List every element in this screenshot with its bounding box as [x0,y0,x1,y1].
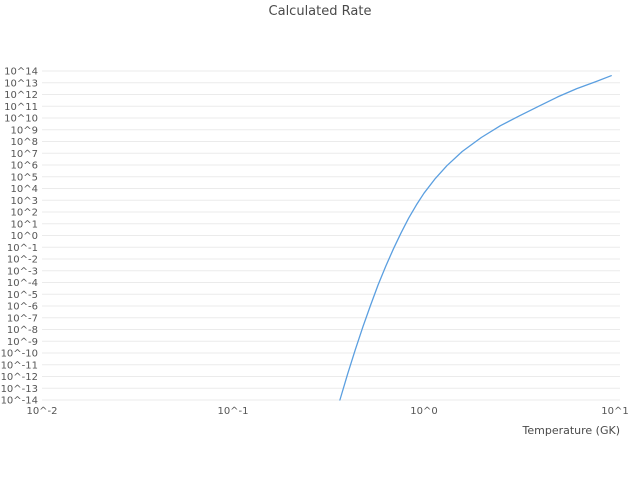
y-tick-label: 10^12 [4,90,38,101]
y-tick-label: 10^3 [11,196,38,207]
y-tick-label: 10^-14 [1,396,38,407]
y-tick-label: 10^13 [4,78,38,89]
y-tick-label: 10^8 [11,137,38,148]
y-tick-label: 10^11 [4,102,38,113]
y-tick-label: 10^-12 [1,372,38,383]
y-tick-label: 10^1 [11,219,38,230]
y-tick-label: 10^0 [11,231,38,242]
y-tick-label: 10^-6 [7,302,38,313]
chart-title: Calculated Rate [268,4,372,19]
y-tick-label: 10^-1 [7,243,38,254]
rate-line [339,75,612,401]
y-tick-label: 10^6 [11,161,38,172]
y-tick-label: 10^4 [11,184,38,195]
y-tick-label: 10^5 [11,172,38,183]
y-tick-label: 10^7 [11,149,38,160]
x-tick-label: 10^-1 [217,406,248,417]
x-axis-label: Temperature (GK) [522,424,621,437]
y-tick-label: 10^-8 [7,325,38,336]
y-tick-label: 10^-3 [7,266,38,277]
y-tick-label: 10^-2 [7,255,38,266]
y-tick-label: 10^10 [4,114,38,125]
y-tick-label: 10^14 [4,67,38,78]
y-tick-label: 10^2 [11,208,38,219]
y-tick-label: 10^-5 [7,290,38,301]
x-tick-label: 10^1 [601,406,628,417]
y-tick-label: 10^-7 [7,313,38,324]
y-tick-label: 10^-10 [1,349,38,360]
x-tick-label: 10^0 [410,406,437,417]
y-tick-label: 10^-11 [1,360,38,371]
y-tick-label: 10^9 [11,125,38,136]
y-tick-label: 10^-9 [7,337,38,348]
y-tick-label: 10^-4 [7,278,38,289]
x-tick-label: 10^-2 [26,406,57,417]
y-tick-label: 10^-13 [1,384,38,395]
